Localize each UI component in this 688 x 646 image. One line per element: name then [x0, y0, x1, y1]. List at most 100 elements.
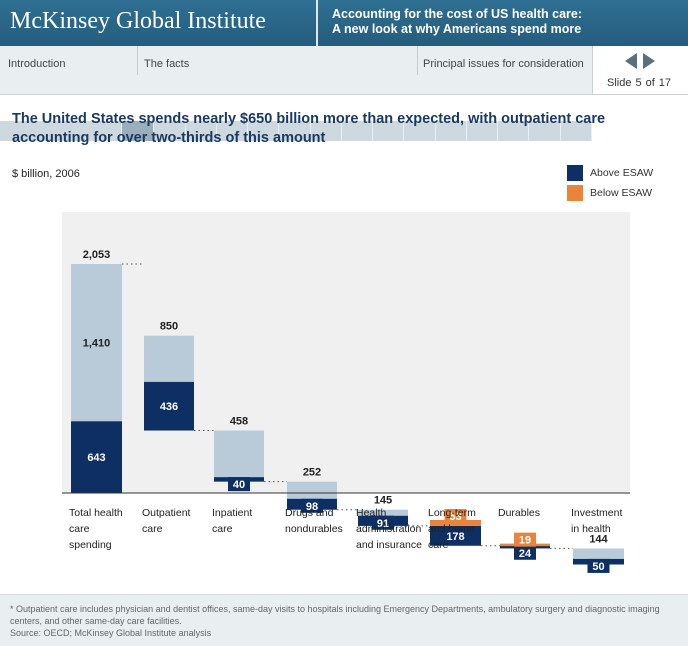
nav-separator: [137, 46, 138, 75]
category-label-line: and home: [428, 523, 475, 535]
progress-segment[interactable]: [373, 121, 405, 141]
bar-above-segment: [144, 381, 194, 431]
nav-item-principal-issues[interactable]: Principal issues for consideration: [423, 58, 584, 70]
category-label-line: Drugs and: [285, 507, 334, 519]
category-label: Long-term and home care: [428, 505, 476, 553]
above-value-tag: [587, 558, 610, 573]
slide-counter: Slide 5 of 17: [607, 77, 675, 89]
progress-segment[interactable]: [404, 121, 436, 141]
progress-segment[interactable]: [466, 121, 499, 141]
category-label-line: Investment: [571, 507, 623, 519]
nav-item-introduction[interactable]: Introduction: [8, 58, 66, 70]
slide-progress-bar: [0, 121, 592, 141]
category-label: Outpatient care: [142, 505, 190, 537]
progress-segment[interactable]: [341, 121, 374, 141]
unit-label: $ billion, 2006: [12, 168, 80, 180]
progress-segment[interactable]: [435, 121, 467, 141]
header-divider: [316, 0, 318, 46]
footnote-area: * Outpatient care includes physician and…: [0, 594, 688, 646]
header-subtitle-line2: A new look at why Americans spend more: [332, 22, 582, 36]
category-label-line: Outpatient: [142, 507, 191, 519]
nav-separator: [417, 46, 418, 75]
category-label: Inpatient care: [212, 505, 252, 537]
category-label-line: Health: [356, 507, 387, 519]
above-value-label: 178: [446, 531, 464, 543]
above-value-tag: [228, 477, 250, 492]
above-value-label: 643: [87, 452, 105, 464]
slide-total: 17: [658, 77, 672, 89]
total-value-label: 144: [589, 533, 608, 545]
progress-segment[interactable]: [216, 121, 249, 141]
progress-segment[interactable]: [154, 121, 186, 141]
slide-navigator: Slide 5 of 17: [592, 46, 688, 95]
total-value-label: 145: [374, 495, 392, 507]
bar-base-segment: [358, 509, 408, 516]
total-value-label: 458: [230, 416, 248, 428]
above-value-tag: [372, 515, 394, 530]
next-arrow-icon[interactable]: [643, 53, 655, 69]
source-note: Source: OECD; McKinsey Global Institute …: [10, 628, 212, 638]
category-label-line: in health: [571, 523, 611, 535]
chart-title: The United States spends nearly $650 bil…: [12, 111, 606, 146]
category-label-line: care: [212, 523, 233, 535]
brand-logo: McKinsey Global Institute: [10, 8, 266, 34]
bar-base-segment: [144, 335, 194, 382]
bar-base-segment: [214, 430, 264, 478]
bar-base-segment: [71, 264, 122, 422]
below-value-tag: [444, 508, 467, 523]
nav-item-the-facts[interactable]: The facts: [144, 58, 190, 70]
category-label: Health administration and insurance: [356, 505, 422, 553]
header-subtitle-line1: Accounting for the cost of US health car…: [332, 7, 583, 21]
above-value-label: 40: [233, 479, 245, 491]
bar-base-segment: [287, 481, 337, 499]
section-nav: Introduction The facts Principal issues …: [0, 46, 592, 141]
above-value-label: 98: [306, 501, 318, 513]
below-value-label: 19: [519, 535, 531, 547]
total-value-label: 2,053: [83, 249, 111, 261]
progress-segment[interactable]: [185, 121, 217, 141]
below-value-tag: [514, 532, 536, 547]
progress-segment[interactable]: [248, 121, 280, 141]
category-label-line: Inpatient: [212, 507, 253, 519]
category-label-line: Long-term: [428, 507, 476, 519]
header-subtitle: Accounting for the cost of US health car…: [332, 7, 582, 37]
progress-segment-active[interactable]: [122, 121, 155, 141]
above-value-tag: [514, 545, 536, 560]
above-value-label: 50: [592, 561, 604, 573]
above-value-label: 91: [377, 518, 389, 530]
total-value-label: 252: [303, 467, 321, 479]
slide-of: of: [645, 77, 655, 89]
above-value-label: 436: [160, 401, 178, 413]
progress-segment[interactable]: [310, 121, 342, 141]
category-label-line: Total health: [69, 507, 123, 519]
previous-arrow-icon[interactable]: [625, 53, 637, 69]
progress-segment[interactable]: [560, 121, 592, 141]
category-label-line: administration: [356, 523, 422, 535]
category-label-line: care: [428, 539, 449, 551]
progress-segment[interactable]: [279, 121, 311, 141]
legend-swatch-above: [567, 165, 583, 181]
total-value-label: 850: [160, 321, 178, 333]
category-label: Drugs and nondurables: [285, 505, 343, 537]
category-label-line: care: [69, 523, 90, 535]
base-value-label: 1,410: [83, 338, 111, 350]
category-label-line: nondurables: [285, 523, 343, 535]
category-label: Durables: [498, 505, 540, 521]
bar-above-segment: [71, 421, 122, 493]
progress-segment[interactable]: [529, 121, 561, 141]
progress-segment[interactable]: [0, 121, 123, 141]
waterfall-chart: 2,053 1,410 643 850 436 458 40 252 98 145 91 178 53 2…: [62, 212, 630, 573]
category-label-line: Durables: [498, 507, 541, 519]
header-banner: McKinsey Global Institute Accounting for…: [0, 0, 688, 46]
category-label: Investment in health: [571, 505, 622, 537]
progress-segment[interactable]: [498, 121, 530, 141]
footnote: * Outpatient care includes physician and…: [10, 604, 660, 626]
legend-label-above: Above ESAW: [590, 167, 654, 179]
slide-label: Slide: [607, 77, 632, 89]
bar-above-segment: [430, 525, 481, 546]
category-label: Total health care spending: [69, 505, 123, 553]
category-label-line: and insurance: [356, 539, 422, 551]
legend-swatch-below: [567, 185, 583, 201]
above-value-tag: [301, 498, 323, 513]
legend-label-below: Below ESAW: [590, 187, 653, 199]
